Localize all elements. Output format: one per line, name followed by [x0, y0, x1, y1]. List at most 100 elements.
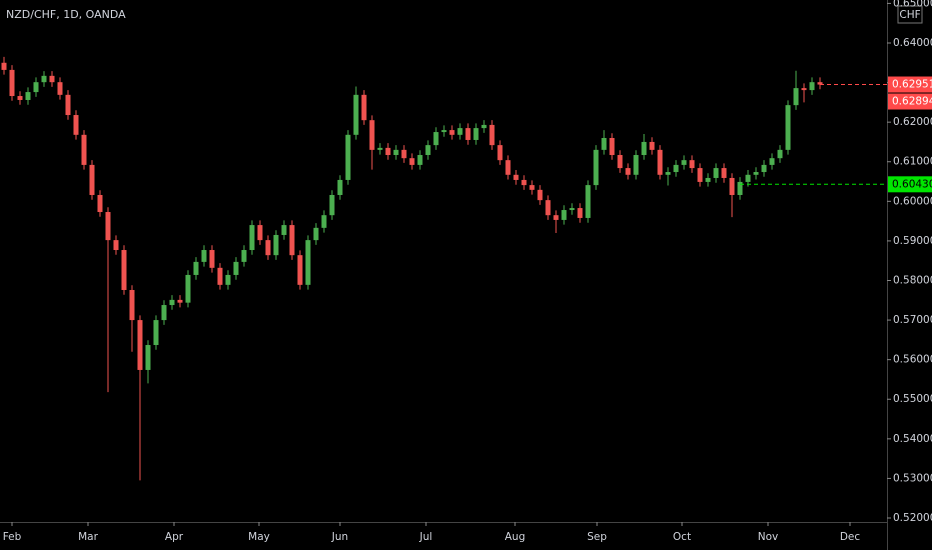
x-tick-label: Mar: [78, 531, 98, 543]
x-tick-label: Dec: [840, 531, 861, 543]
x-tick-label: Sep: [587, 531, 607, 543]
candle-body: [377, 147, 383, 150]
candle-body: [57, 82, 63, 95]
x-tick-label: Apr: [165, 531, 184, 543]
x-tick-label: Feb: [3, 531, 22, 543]
candle-body: [41, 75, 47, 83]
candle-body: [137, 320, 143, 370]
candle-body: [209, 250, 215, 268]
candle-body: [609, 137, 615, 156]
candle-body: [273, 234, 279, 256]
candle-body: [641, 141, 647, 156]
candle-body: [585, 185, 591, 218]
y-tick-label: 0.65000: [893, 0, 932, 9]
currency-box[interactable]: [897, 5, 923, 24]
x-tick-label: Jun: [331, 531, 348, 543]
price-label-box: [888, 76, 932, 93]
candle-body: [217, 267, 223, 285]
candle-body: [121, 250, 127, 290]
candle-body: [769, 158, 775, 165]
candle-body: [193, 261, 199, 275]
x-tick-label: Aug: [505, 531, 526, 543]
candle-body: [337, 179, 343, 195]
candle-body: [489, 124, 495, 146]
candle-body: [113, 240, 119, 251]
candle-body: [665, 172, 671, 175]
candle-body: [497, 145, 503, 161]
candle-body: [777, 149, 783, 159]
candle-body: [473, 128, 479, 140]
candle-body: [745, 174, 751, 182]
price-label-box: [888, 93, 932, 110]
candle-body: [1, 62, 7, 70]
candle-body: [601, 137, 607, 150]
candle-body: [561, 210, 567, 220]
candle-body: [281, 225, 287, 235]
candle-body: [345, 134, 351, 180]
candle-body: [617, 155, 623, 169]
candle-body: [737, 181, 743, 195]
candle-body: [97, 194, 103, 213]
candle-body: [449, 130, 455, 135]
candle-body: [33, 82, 39, 93]
candle-body: [233, 261, 239, 275]
candle-body: [465, 128, 471, 140]
candle-body: [89, 164, 95, 195]
candle-body: [17, 96, 23, 100]
candle-body: [513, 174, 519, 180]
candle-body: [401, 149, 407, 159]
candle-body: [145, 345, 151, 370]
candle-body: [673, 164, 679, 173]
candle-body: [153, 320, 159, 346]
candle-body: [225, 274, 231, 285]
candle-body: [9, 69, 15, 97]
chart-title: NZD/CHF, 1D, OANDA: [6, 8, 126, 21]
candle-body: [577, 208, 583, 218]
candle-body: [161, 305, 167, 321]
candle-body: [177, 299, 183, 303]
candle-body: [729, 177, 735, 195]
candle-body: [681, 160, 687, 165]
candle-body: [81, 134, 87, 165]
candle-body: [657, 149, 663, 175]
candle-body: [313, 227, 319, 241]
candle-body: [793, 88, 799, 106]
candle-body: [409, 158, 415, 165]
candle-body: [457, 128, 463, 135]
candle-body: [201, 250, 207, 262]
candle-body: [329, 194, 335, 216]
candle-body: [649, 141, 655, 150]
candle-body: [753, 172, 759, 175]
candle-body: [105, 212, 111, 241]
candle-body: [265, 240, 271, 256]
candle-body: [433, 132, 439, 146]
candle-body: [65, 94, 71, 116]
candle-body: [689, 160, 695, 169]
price-label: 0.62951: [892, 79, 932, 91]
candle-body: [425, 145, 431, 156]
candle-body: [297, 255, 303, 285]
candle-body: [353, 94, 359, 135]
candle-body: [521, 179, 527, 186]
candle-body: [633, 155, 639, 175]
candle-body: [625, 168, 631, 175]
candle-body: [321, 215, 327, 228]
candle-body: [505, 160, 511, 175]
candle-body: [417, 155, 423, 165]
candle-body: [697, 168, 703, 182]
candle-body: [593, 149, 599, 186]
currency-label[interactable]: CHF: [899, 9, 920, 21]
candle-body: [305, 240, 311, 285]
candle-body: [393, 149, 399, 156]
